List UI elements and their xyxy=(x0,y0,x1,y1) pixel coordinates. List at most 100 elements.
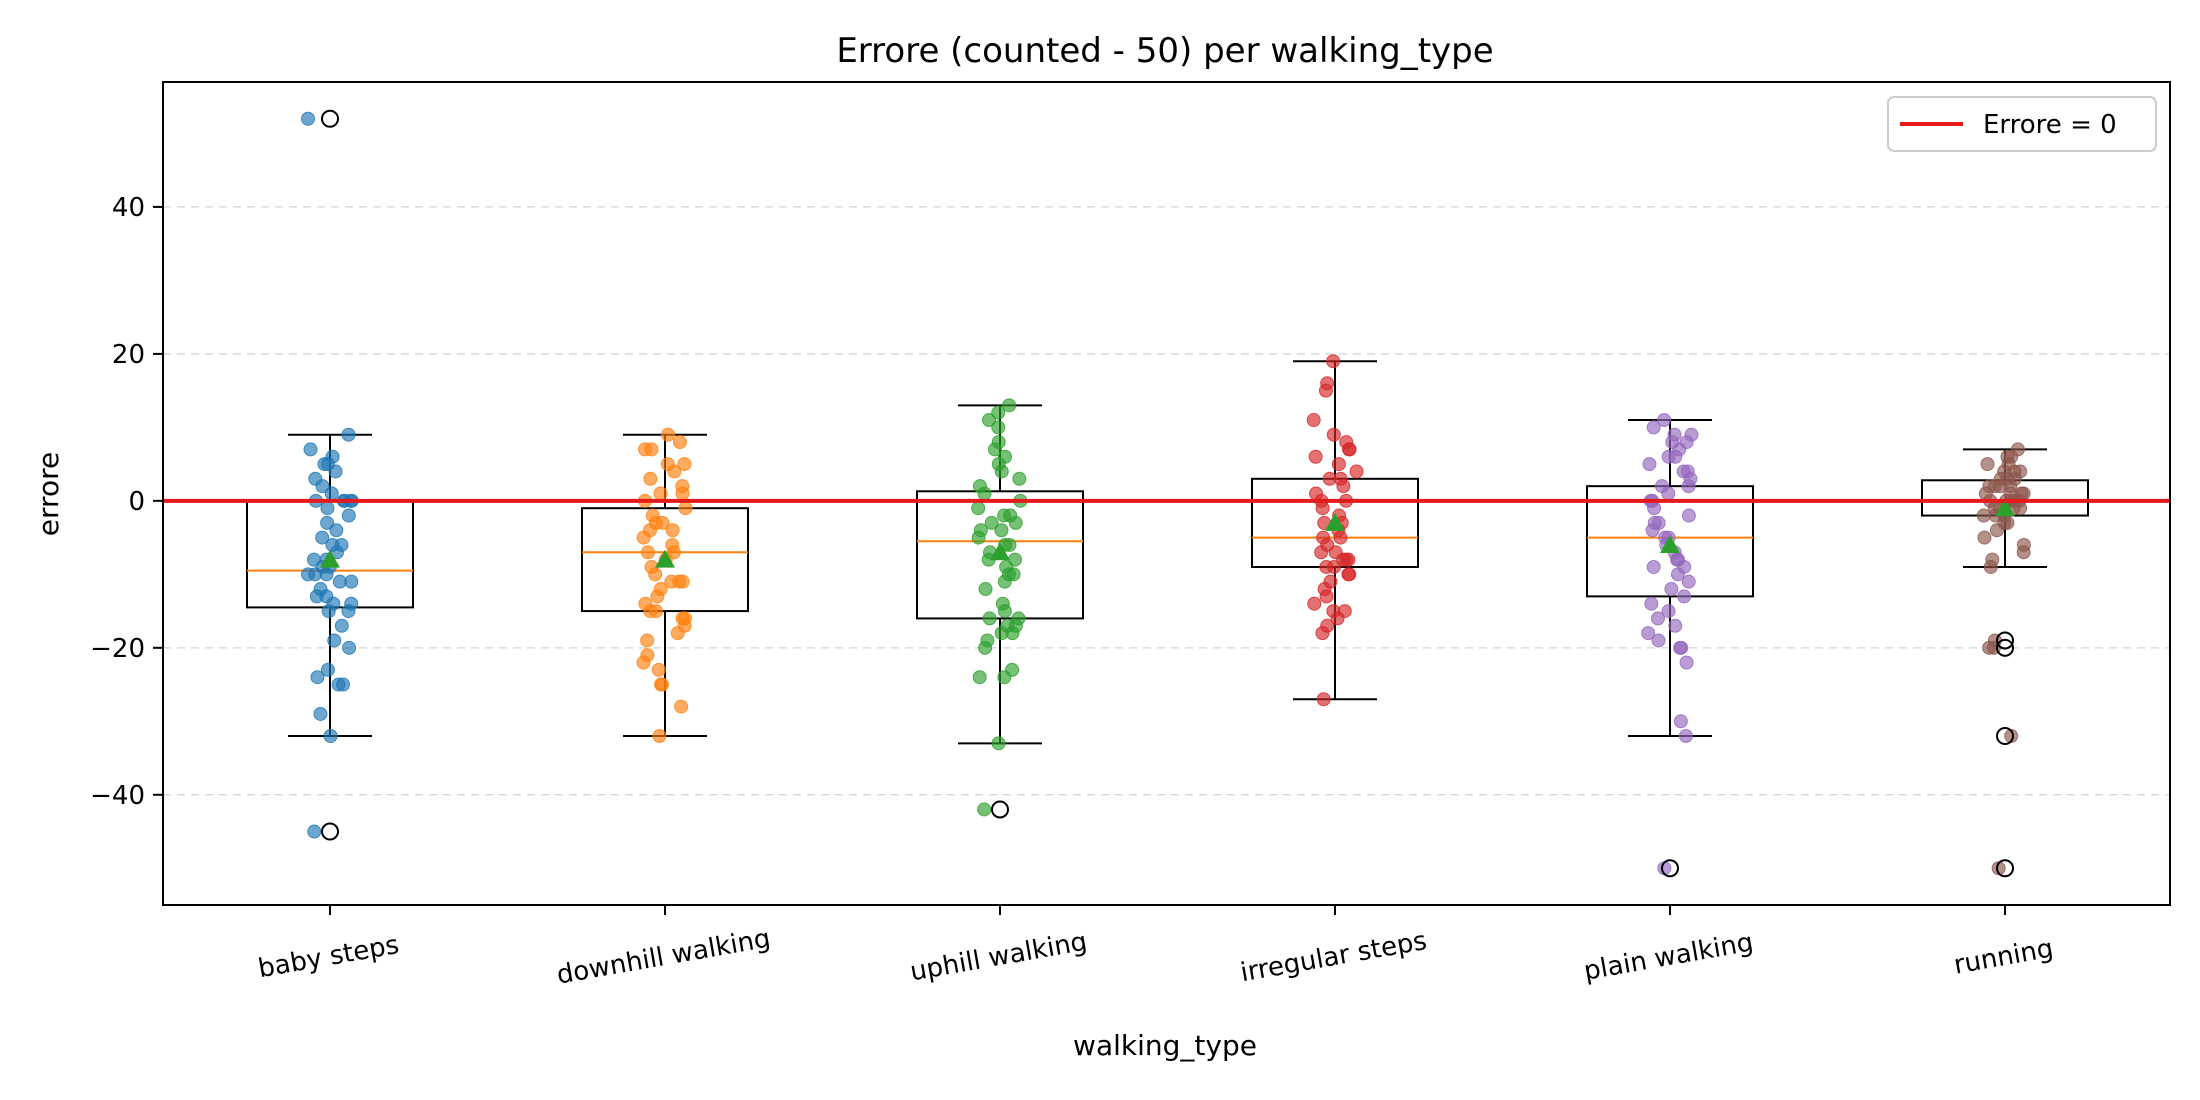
box-iqr xyxy=(581,507,749,613)
data-point xyxy=(997,574,1012,589)
box-iqr xyxy=(1586,485,1754,598)
data-point xyxy=(1661,604,1676,619)
data-point xyxy=(1012,471,1027,486)
data-point xyxy=(1646,559,1661,574)
data-point xyxy=(303,442,318,457)
data-point xyxy=(1319,559,1334,574)
x-tick-label: baby steps xyxy=(256,930,401,984)
data-point xyxy=(664,574,679,589)
data-point xyxy=(319,567,334,582)
mean-marker xyxy=(320,549,340,568)
data-point xyxy=(1647,501,1662,516)
mean-marker xyxy=(990,542,1010,561)
outlier-marker xyxy=(1996,631,2014,650)
data-point xyxy=(641,545,656,560)
points-layer xyxy=(301,111,2031,876)
data-point xyxy=(674,699,689,714)
data-point xyxy=(971,501,986,516)
data-point xyxy=(665,523,680,538)
data-point xyxy=(1331,457,1346,472)
data-point xyxy=(1678,728,1693,743)
x-tick-label: running xyxy=(1952,934,2056,981)
data-point xyxy=(1641,626,1656,641)
data-point xyxy=(315,479,330,494)
data-point xyxy=(982,413,997,428)
data-point xyxy=(2000,515,2015,530)
data-point xyxy=(655,515,670,530)
data-point xyxy=(1326,427,1341,442)
data-point xyxy=(313,706,328,721)
data-point xyxy=(1644,596,1659,611)
data-point xyxy=(1991,861,2006,876)
data-point xyxy=(1315,501,1330,516)
data-point xyxy=(341,604,356,619)
data-point xyxy=(341,427,356,442)
data-point xyxy=(667,464,682,479)
outlier-marker xyxy=(991,800,1009,819)
x-tick-label: uphill walking xyxy=(908,927,1090,988)
data-point xyxy=(310,670,325,685)
data-point xyxy=(324,486,339,501)
data-point xyxy=(1670,567,1685,582)
data-point xyxy=(1333,530,1348,545)
data-point xyxy=(320,662,335,677)
box-iqr xyxy=(916,490,1084,620)
data-point xyxy=(991,420,1006,435)
data-point xyxy=(1642,457,1657,472)
data-point xyxy=(1673,714,1688,729)
data-point xyxy=(1661,449,1676,464)
data-point xyxy=(991,736,1006,751)
data-point xyxy=(636,530,651,545)
data-point xyxy=(997,604,1012,619)
data-point xyxy=(329,523,344,538)
data-point xyxy=(328,464,343,479)
data-point xyxy=(650,589,665,604)
data-point xyxy=(1308,449,1323,464)
data-point xyxy=(1673,640,1688,655)
data-point xyxy=(672,435,687,450)
data-point xyxy=(978,582,993,597)
data-point xyxy=(315,530,330,545)
data-point xyxy=(972,670,987,685)
data-point xyxy=(670,626,685,641)
data-point xyxy=(997,670,1012,685)
data-point xyxy=(994,626,1009,641)
x-axis-label: walking_type xyxy=(1073,1029,1257,1062)
outlier-marker xyxy=(1996,638,2014,657)
data-point xyxy=(1977,530,1992,545)
y-tick-label: 0 xyxy=(128,487,145,517)
legend-box xyxy=(1887,96,2157,152)
data-point xyxy=(341,508,356,523)
data-point xyxy=(1651,633,1666,648)
data-point xyxy=(675,486,690,501)
y-tick-label: 40 xyxy=(112,193,145,223)
y-tick-label: −40 xyxy=(90,781,145,811)
data-point xyxy=(1349,464,1364,479)
plot-area-frame xyxy=(162,81,2171,906)
data-point xyxy=(320,501,335,516)
data-point xyxy=(1008,515,1023,530)
data-point xyxy=(987,442,1002,457)
data-point xyxy=(978,640,993,655)
data-point xyxy=(661,427,676,442)
mean-marker xyxy=(1660,534,1680,553)
data-point xyxy=(1681,574,1696,589)
data-point xyxy=(636,655,651,670)
data-point xyxy=(309,589,324,604)
data-point xyxy=(301,111,315,126)
axes: −40 −20 0 20 40 baby steps downhill walking uph… xyxy=(90,193,2056,991)
mean-marker xyxy=(1995,498,2015,517)
data-point xyxy=(655,677,670,692)
outlier-marker xyxy=(321,109,339,128)
data-point xyxy=(652,728,667,743)
data-point xyxy=(638,442,653,457)
data-point xyxy=(1330,611,1345,626)
data-point xyxy=(651,662,666,677)
data-point xyxy=(643,471,658,486)
data-point xyxy=(1326,354,1341,369)
data-point xyxy=(977,802,992,817)
data-point xyxy=(648,604,663,619)
x-tick-label: downhill walking xyxy=(555,924,773,991)
data-point xyxy=(1342,442,1357,457)
